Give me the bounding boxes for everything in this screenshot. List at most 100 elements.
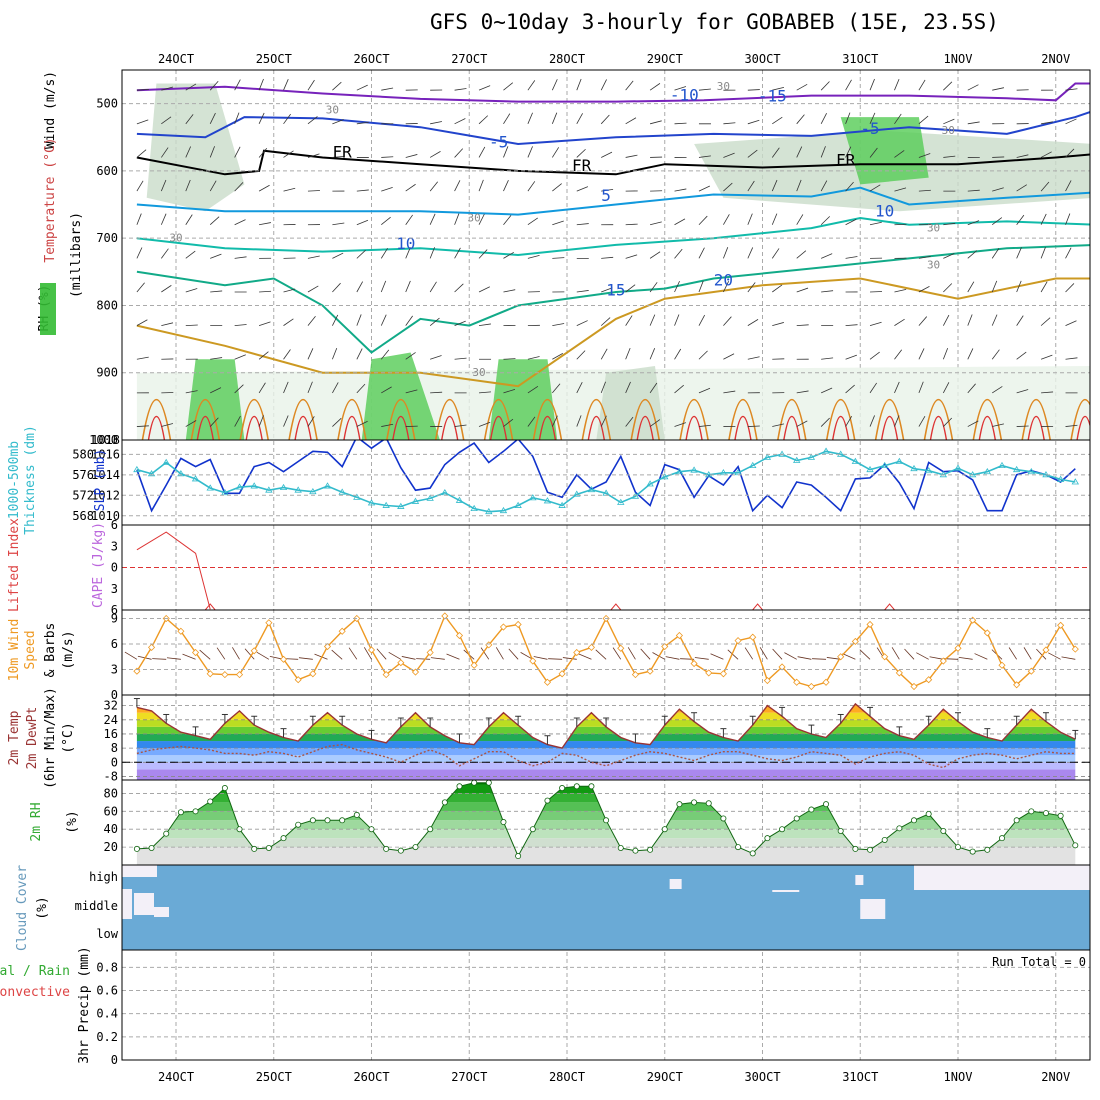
- rh-point: [823, 801, 830, 808]
- thickness-point: [338, 488, 346, 495]
- wind-barb: [478, 146, 486, 158]
- rh-point: [793, 815, 800, 822]
- wind-barb: [283, 187, 296, 192]
- date-label-top: 27OCT: [451, 52, 487, 66]
- wind-speed-point: [426, 648, 434, 657]
- wind-barb: [723, 214, 730, 225]
- diurnal-contour: [734, 416, 752, 440]
- rh-point: [676, 801, 683, 808]
- wind-barb: [454, 320, 466, 327]
- thickness-point: [353, 493, 361, 500]
- wind-speed-point: [969, 616, 977, 624]
- chart-title: GFS 0~10day 3-hourly for GOBABEB (15E, 2…: [430, 10, 999, 34]
- wind-barb: [820, 146, 826, 158]
- wind-barb: [845, 354, 858, 360]
- wind-barb: [380, 314, 387, 326]
- wind-barb: [845, 218, 857, 226]
- wind-barb: [1016, 425, 1029, 427]
- wind-barb: [454, 180, 461, 192]
- wind-speed-point: [235, 671, 244, 679]
- date-label-top: 30OCT: [744, 52, 780, 66]
- wind-barb: [918, 153, 931, 158]
- wind-barb: [869, 112, 876, 124]
- temperature-plot: [122, 698, 1090, 780]
- thickness-point: [367, 499, 376, 506]
- wind-barb: [918, 316, 928, 326]
- date-label-bottom: 2NOV: [1041, 1070, 1070, 1084]
- wind-barb: [405, 183, 416, 192]
- rh-point: [515, 853, 522, 860]
- thickness-point: [191, 475, 200, 482]
- wind-barb: [894, 349, 903, 360]
- diurnal-contour: [489, 416, 508, 440]
- wind-barb: [1089, 189, 1090, 192]
- wind-barb: [332, 314, 339, 326]
- wind-barb: [600, 114, 610, 125]
- wind-barb: [772, 284, 783, 293]
- diurnal-contour: [923, 399, 954, 440]
- diurnal-contour: [1076, 416, 1090, 440]
- wind-barb: [992, 156, 1005, 158]
- wind-barb: [185, 146, 192, 158]
- rh-point: [720, 815, 727, 822]
- thickness-point: [133, 465, 141, 473]
- wind-speed-point: [881, 653, 889, 661]
- wind-barb: [478, 391, 492, 394]
- wind-barb: [161, 116, 172, 125]
- wind-barb: [356, 219, 369, 226]
- wind-barb: [698, 247, 705, 259]
- wind-speed-point: [866, 620, 874, 629]
- wind-speed-point: [617, 644, 625, 652]
- wind-barb: [918, 189, 931, 192]
- thickness-point: [279, 483, 288, 491]
- date-label-top: 28OCT: [549, 52, 585, 66]
- wind-speed-point: [954, 644, 962, 652]
- wind-barb: [234, 219, 246, 226]
- cloud-layer-label: middle: [75, 899, 118, 913]
- thickness-tick: 576: [72, 468, 94, 482]
- wind-speed-point: [455, 631, 464, 640]
- isotherm-label: 30: [942, 124, 955, 137]
- temperature-axis-label: Temperature (°C): [43, 137, 58, 262]
- rh-band: [136, 829, 1076, 839]
- rh-point: [735, 844, 742, 851]
- isotherm-label: 30: [717, 80, 730, 93]
- wind-barb: [388, 651, 402, 660]
- thickness-slp-plot: [133, 440, 1080, 515]
- wind-barb: [723, 182, 733, 192]
- isotherm-line: [136, 110, 1090, 146]
- rh-point: [837, 828, 844, 835]
- wind-barb: [454, 88, 467, 91]
- wind-barb: [166, 657, 181, 660]
- wind-barb: [551, 79, 558, 91]
- wind-barb: [478, 249, 488, 259]
- date-label-top: 2NOV: [1041, 52, 1070, 66]
- wind-barb: [723, 152, 735, 158]
- thickness-point: [661, 473, 669, 480]
- wind-barb: [429, 213, 436, 225]
- diurnal-contour: [783, 416, 801, 440]
- wind-barb: [796, 287, 809, 293]
- thickness-point: [499, 506, 508, 514]
- cape-spike: [884, 603, 895, 610]
- rh-point: [1072, 842, 1079, 849]
- cloud-clear-patch: [987, 865, 1068, 877]
- isotherm-line: [136, 82, 1090, 103]
- cape-spike: [610, 603, 622, 610]
- wind-barb: [210, 357, 223, 360]
- wind-barb: [1089, 392, 1090, 394]
- wind-speed-point: [367, 646, 376, 654]
- dewpoint-axis-label: 2m DewPt: [25, 707, 40, 770]
- isotherm-label: 5: [601, 186, 611, 205]
- wind-barb: [199, 649, 211, 660]
- lifted-index-label: Lifted Index: [7, 518, 22, 612]
- rh-point: [324, 817, 331, 824]
- thickness-point: [221, 488, 229, 496]
- wind-barb: [307, 285, 319, 293]
- rh-point: [529, 826, 536, 833]
- wind-barb: [356, 348, 363, 360]
- stability-tick: 3: [111, 582, 118, 596]
- wind-barb: [454, 213, 460, 225]
- rh-point: [221, 785, 228, 792]
- wind-barb: [869, 184, 881, 192]
